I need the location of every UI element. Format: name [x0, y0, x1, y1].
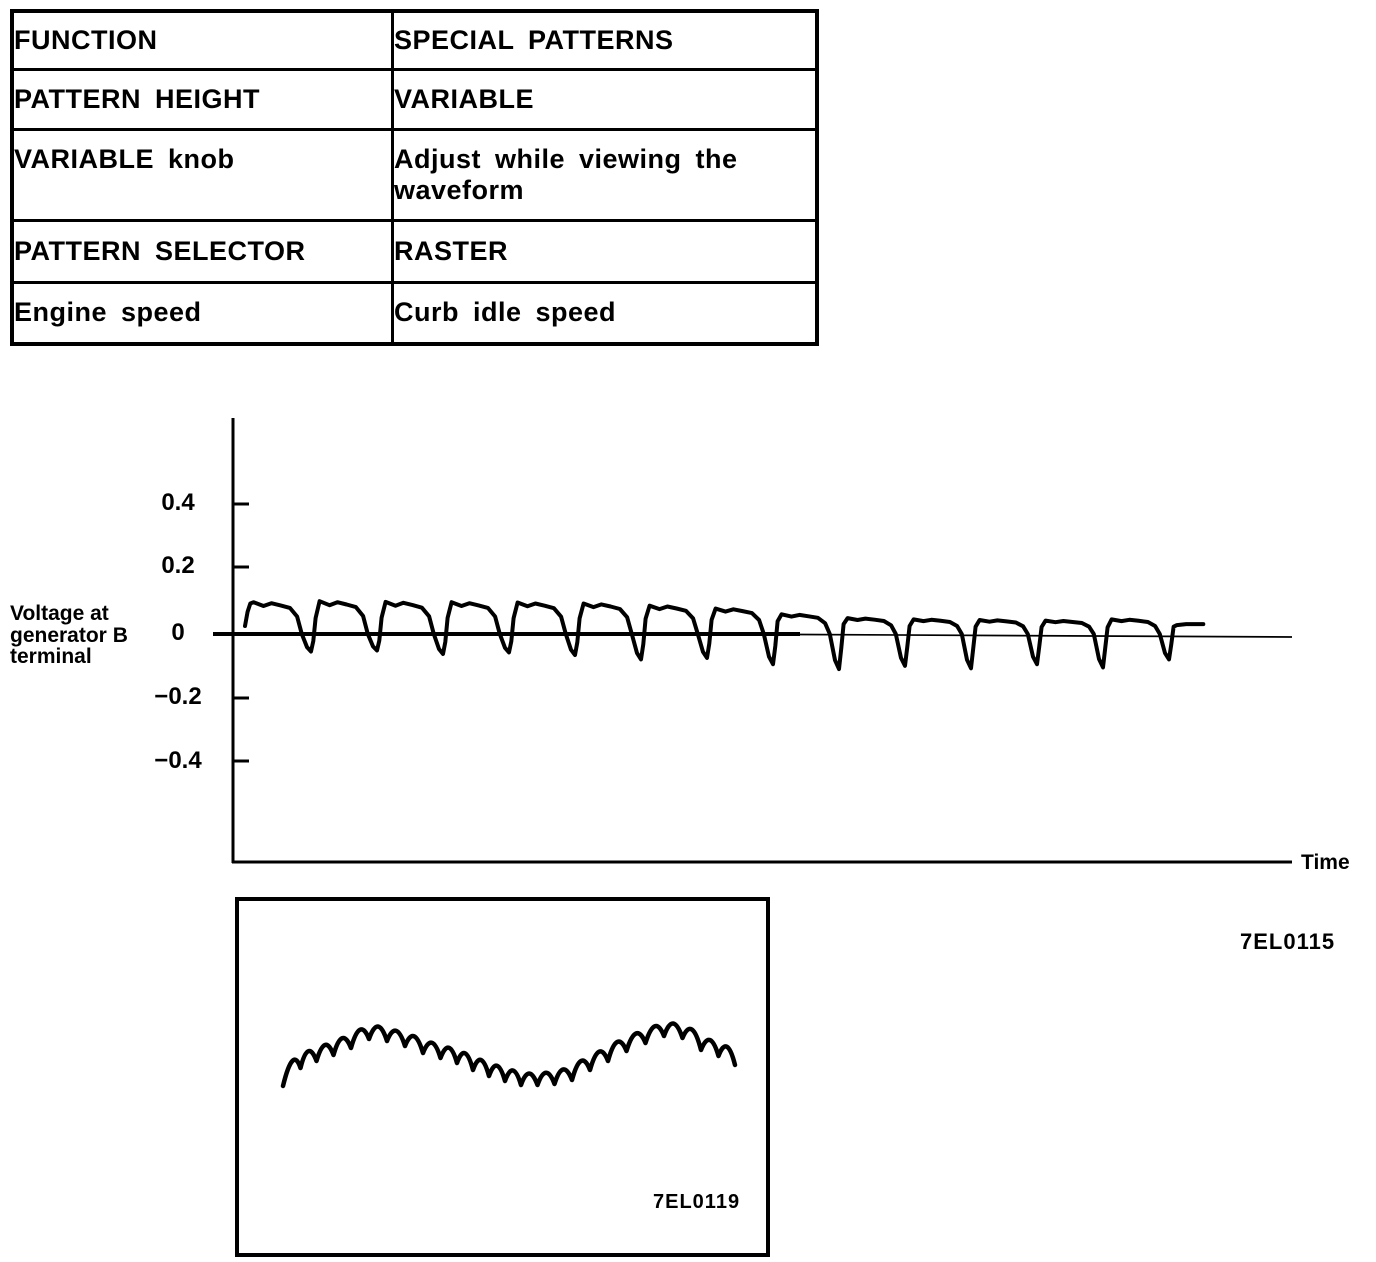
table-row: VARIABLE knob Adjust while viewing the w… [10, 127, 819, 222]
cell-variable-knob: VARIABLE knob [10, 127, 394, 222]
cell-variable-knob-value: Adjust while viewing the waveform [391, 127, 819, 222]
zero-line-thin [799, 633, 1293, 638]
figure-number-main: 7EL0115 [1240, 929, 1336, 954]
table-row: PATTERN SELECTOR RASTER [10, 218, 819, 284]
header-special-patterns: SPECIAL PATTERNS [391, 9, 819, 71]
cell-engine-speed: Engine speed [10, 280, 394, 346]
inset-wave-svg [280, 1021, 738, 1089]
y-tick-label-0: 0 [171, 619, 185, 646]
cell-pattern-height: PATTERN HEIGHT [10, 67, 394, 131]
generator-ripple-waveform-path [243, 599, 1206, 671]
y-axis-title: Voltage at generator B terminal [10, 602, 128, 668]
cell-pattern-selector: PATTERN SELECTOR [10, 218, 394, 284]
table-header-row: FUNCTION SPECIAL PATTERNS [10, 9, 819, 71]
y-tick-label-04: 0.4 [161, 489, 195, 516]
y-axis-ticks [232, 502, 249, 763]
cell-pattern-height-value: VARIABLE [391, 67, 819, 131]
cell-engine-speed-value: Curb idle speed [391, 280, 819, 346]
y-tick-label-02: 0.2 [161, 552, 195, 579]
figure-number-inset: 7EL0119 [653, 1191, 741, 1213]
inset-box: 7EL0119 [235, 897, 770, 1257]
table-row: PATTERN HEIGHT VARIABLE [10, 67, 819, 131]
special-patterns-settings-table: FUNCTION SPECIAL PATTERNS PATTERN HEIGHT… [10, 9, 819, 346]
cell-pattern-selector-value: RASTER [391, 218, 819, 284]
y-tick-label-neg02: −0.2 [154, 683, 202, 710]
y-tick-label-neg04: −0.4 [154, 747, 202, 774]
header-function: FUNCTION [10, 9, 394, 71]
table-row: Engine speed Curb idle speed [10, 280, 819, 346]
scalloped-waveform-path [280, 1021, 738, 1089]
x-axis-title: Time [1301, 851, 1350, 874]
